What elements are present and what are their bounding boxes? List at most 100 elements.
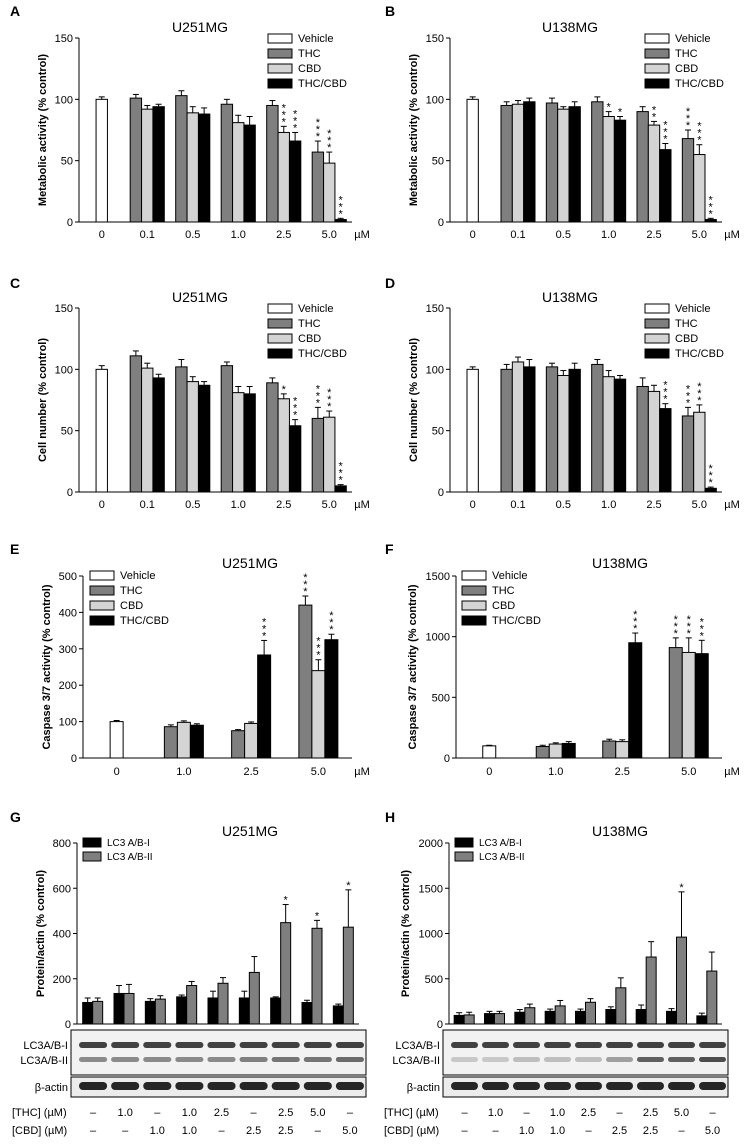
y-tick-label: 150 xyxy=(426,303,444,315)
bar-thc xyxy=(602,740,617,759)
band-actin xyxy=(699,1082,726,1090)
cbd-dose: – xyxy=(678,1125,685,1137)
bar-lc3-ii xyxy=(645,956,657,1025)
y-tick-label: 500 xyxy=(425,974,443,986)
legend-swatch xyxy=(267,63,293,74)
x-tick-label: 2.5 xyxy=(243,766,258,778)
bar-lc3-i xyxy=(82,1002,94,1025)
chart-title: U251MG xyxy=(222,555,278,571)
blot-label-actin: β-actin xyxy=(35,1082,68,1094)
bar-thc xyxy=(311,151,325,223)
bar-vehicle xyxy=(466,98,479,223)
x-tick-label: 0 xyxy=(486,766,492,778)
bar-lc3-i xyxy=(635,1009,647,1025)
panel-C xyxy=(75,307,80,493)
panel-G xyxy=(73,842,78,1025)
legend-label: THC xyxy=(298,48,321,60)
significance-mark: * xyxy=(686,106,691,118)
bar-lc3-i xyxy=(207,997,219,1025)
y-tick-label: 100 xyxy=(426,94,444,106)
bar-thc xyxy=(163,726,178,759)
band-lc3-ii xyxy=(668,1057,695,1062)
significance-mark: * xyxy=(686,390,691,402)
bar-thc-cbd xyxy=(628,642,643,759)
legend-swatch xyxy=(454,851,474,862)
bar-thc-cbd xyxy=(197,113,211,223)
y-tick-label: 800 xyxy=(53,838,71,850)
x-tick-label: 0 xyxy=(470,499,476,511)
cbd-dose: 1.0 xyxy=(150,1125,165,1137)
band-lc3-i xyxy=(637,1042,664,1048)
significance-mark: * xyxy=(674,621,679,633)
significance-mark: * xyxy=(338,208,343,220)
y-axis-title: Protein/actin (% control) xyxy=(35,870,47,997)
significance-mark: * xyxy=(709,194,714,206)
significance-mark: * xyxy=(697,381,702,393)
y-tick-label: 100 xyxy=(59,717,77,729)
y-tick-label: 1000 xyxy=(426,632,450,644)
y-tick-label: 0 xyxy=(438,217,444,229)
panel-B xyxy=(446,37,451,223)
legend-swatch xyxy=(461,615,487,626)
thc-dose: – xyxy=(251,1107,258,1119)
significance-mark: * xyxy=(686,383,691,395)
band-actin xyxy=(79,1082,108,1090)
significance-mark: * xyxy=(700,630,705,642)
legend-label: LC3 A/B-II xyxy=(107,852,153,863)
chart-title: U138MG xyxy=(592,823,648,839)
significance-mark: * xyxy=(262,630,267,642)
bar-cbd xyxy=(141,108,154,223)
cbd-row-label: [CBD] (µM) xyxy=(384,1125,439,1137)
bar-cbd xyxy=(548,743,563,759)
significance-mark: * xyxy=(327,135,332,147)
significance-mark: * xyxy=(262,623,267,635)
thc-dose: 2.5 xyxy=(214,1107,229,1119)
y-axis-title: Caspase 3/7 activity (% control) xyxy=(407,584,419,749)
y-axis-title: Metabolic activity (% control) xyxy=(37,54,49,207)
significance-mark: * xyxy=(338,201,343,213)
thc-dose: 5.0 xyxy=(310,1107,325,1119)
x-tick-label: 2.5 xyxy=(646,499,661,511)
bar-thc xyxy=(129,97,143,223)
bar-thc xyxy=(220,365,234,493)
band-lc3-ii xyxy=(513,1057,540,1062)
x-tick-label: 5.0 xyxy=(681,766,696,778)
significance-mark: * xyxy=(282,116,287,128)
y-tick-label: 0 xyxy=(67,487,73,499)
band-lc3-ii xyxy=(544,1057,571,1062)
band-actin xyxy=(303,1082,332,1090)
bar-thc xyxy=(668,647,683,759)
band-actin xyxy=(207,1082,236,1090)
cbd-dose: – xyxy=(492,1125,499,1137)
significance-mark: * xyxy=(262,616,267,628)
bar-thc-cbd xyxy=(288,425,302,493)
x-tick-label: 1.0 xyxy=(601,229,616,241)
bar-thc-cbd xyxy=(243,393,256,493)
x-tick-label: 2.5 xyxy=(276,229,291,241)
bar-thc-cbd xyxy=(324,639,339,759)
band-lc3-ii xyxy=(79,1057,108,1062)
significance-mark: * xyxy=(697,388,702,400)
legend-swatch xyxy=(267,78,293,89)
significance-mark: * xyxy=(282,384,287,396)
bar-lc3-i xyxy=(144,1000,156,1025)
significance-mark: * xyxy=(663,380,668,392)
significance-mark: * xyxy=(687,621,692,633)
band-lc3-ii xyxy=(335,1057,364,1062)
legend-swatch xyxy=(461,570,487,581)
bar-lc3-ii xyxy=(676,936,687,1025)
bar-lc3-i xyxy=(605,1009,617,1025)
y-tick-label: 400 xyxy=(53,929,71,941)
band-lc3-i xyxy=(207,1042,236,1048)
y-tick-label: 100 xyxy=(55,364,73,376)
legend-swatch xyxy=(89,570,115,581)
legend-label: CBD xyxy=(675,63,698,75)
significance-mark: * xyxy=(293,108,298,120)
x-tick-label: 0.5 xyxy=(185,229,200,241)
significance-mark: * xyxy=(327,142,332,154)
bar-lc3-i xyxy=(301,1002,313,1025)
y-axis-title: Protein/actin (% control) xyxy=(400,870,412,997)
significance-mark: * xyxy=(700,616,705,628)
bar-thc-cbd xyxy=(288,140,302,223)
